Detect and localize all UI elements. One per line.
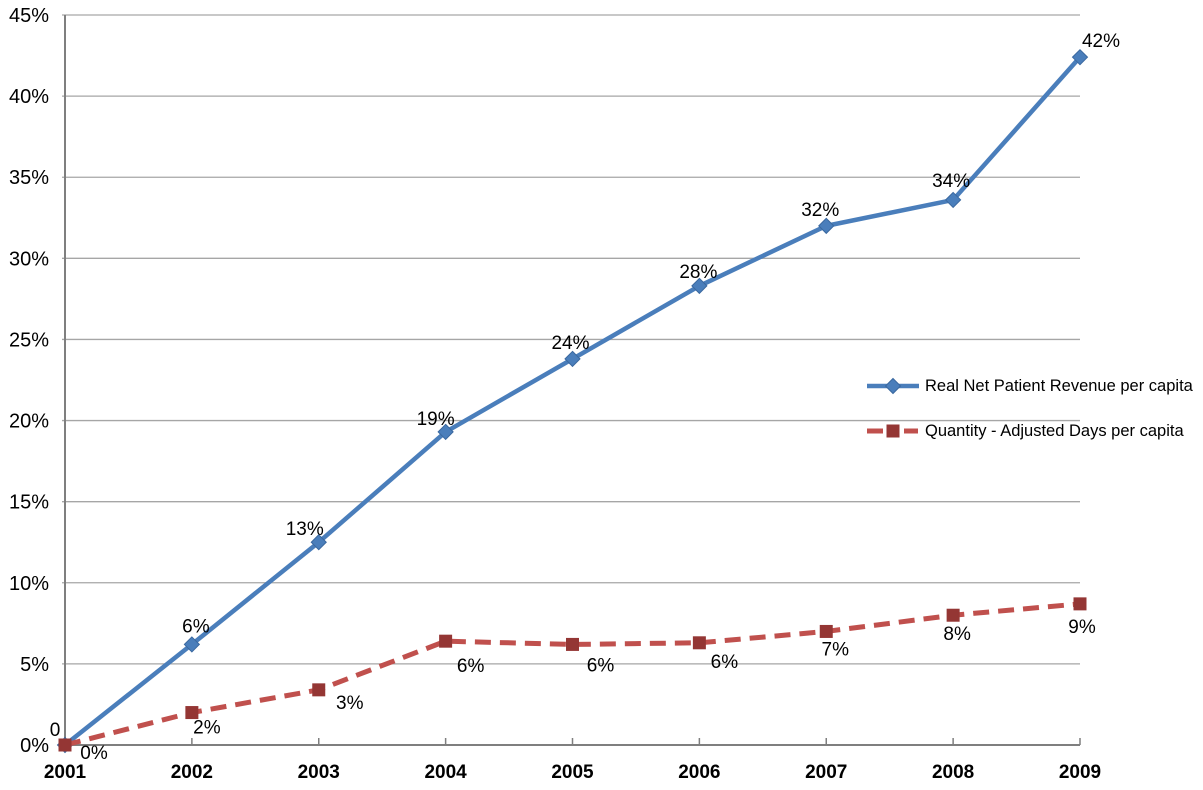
marker-square-days (819, 624, 833, 638)
y-axis-tick-label: 5% (20, 654, 49, 676)
data-label-revenue: 0 (50, 720, 61, 741)
y-axis-tick-label: 45% (9, 5, 49, 27)
y-axis-tick-label: 30% (9, 248, 49, 270)
red-dash-square-icon (867, 424, 918, 438)
legend-item-revenue: Real Net Patient Revenue per capita (866, 375, 1193, 397)
marker-square-days (312, 683, 326, 697)
x-axis-tick-label: 2006 (678, 762, 720, 783)
y-axis-tick-label: 40% (9, 86, 49, 108)
marker-diamond-revenue (818, 217, 835, 235)
y-axis-tick-label: 25% (9, 329, 49, 351)
data-label-revenue: 32% (801, 200, 839, 221)
data-label-revenue: 6% (182, 616, 210, 637)
data-label-days: 6% (711, 652, 739, 673)
legend-label-days: Quantity - Adjusted Days per capita (925, 421, 1184, 440)
marker-diamond-revenue (944, 191, 962, 209)
marker-diamond-revenue (1071, 48, 1089, 66)
data-label-days: 2% (193, 718, 221, 739)
data-label-revenue: 28% (679, 262, 717, 283)
series-line-days (64, 601, 1081, 748)
marker-square-days (439, 634, 453, 648)
marker-square-days (566, 637, 579, 651)
data-label-days: 6% (457, 656, 485, 677)
x-axis-tick-label: 2007 (805, 762, 847, 783)
data-label-days: 8% (943, 624, 971, 645)
x-axis-tick-label: 2002 (171, 762, 213, 783)
data-label-days: 3% (336, 693, 364, 714)
y-axis-tick-label: 0% (20, 735, 49, 757)
marker-square-days (185, 706, 199, 720)
data-label-days: 6% (587, 655, 615, 676)
x-axis-tick-label: 2008 (932, 762, 974, 783)
marker-diamond-revenue (564, 350, 581, 368)
legend-item-days: Quantity - Adjusted Days per capita (866, 420, 1184, 442)
x-axis-tick-label: 2001 (44, 762, 87, 783)
data-label-days: 0% (80, 743, 108, 764)
marker-square-days (58, 738, 72, 752)
blue-line-diamond-icon (867, 377, 919, 395)
data-label-revenue: 24% (551, 333, 589, 354)
data-label-days: 9% (1068, 617, 1096, 638)
y-axis-tick-label: 20% (9, 411, 49, 433)
y-axis-tick-label: 15% (9, 492, 49, 514)
data-label-revenue: 34% (932, 171, 970, 192)
marker-diamond-revenue (310, 534, 327, 551)
x-axis-tick-label: 2004 (424, 762, 467, 783)
data-label-revenue: 13% (286, 519, 324, 540)
x-axis-tick-label: 2009 (1059, 762, 1101, 783)
marker-square-days (1073, 597, 1087, 611)
y-axis-tick-label: 35% (9, 167, 49, 189)
marker-square-days (692, 636, 706, 650)
data-label-days: 7% (822, 639, 850, 660)
marker-diamond-revenue (437, 423, 454, 441)
x-axis-tick-label: 2005 (551, 762, 594, 783)
data-label-revenue: 42% (1082, 31, 1120, 52)
marker-diamond-revenue (183, 636, 201, 653)
marker-diamond-revenue (691, 277, 708, 295)
legend-label-revenue: Real Net Patient Revenue per capita (925, 376, 1193, 395)
marker-square-days (946, 608, 960, 622)
data-label-revenue: 19% (417, 409, 455, 430)
x-axis-tick-label: 2003 (298, 762, 340, 783)
y-axis-tick-label: 10% (9, 573, 49, 595)
